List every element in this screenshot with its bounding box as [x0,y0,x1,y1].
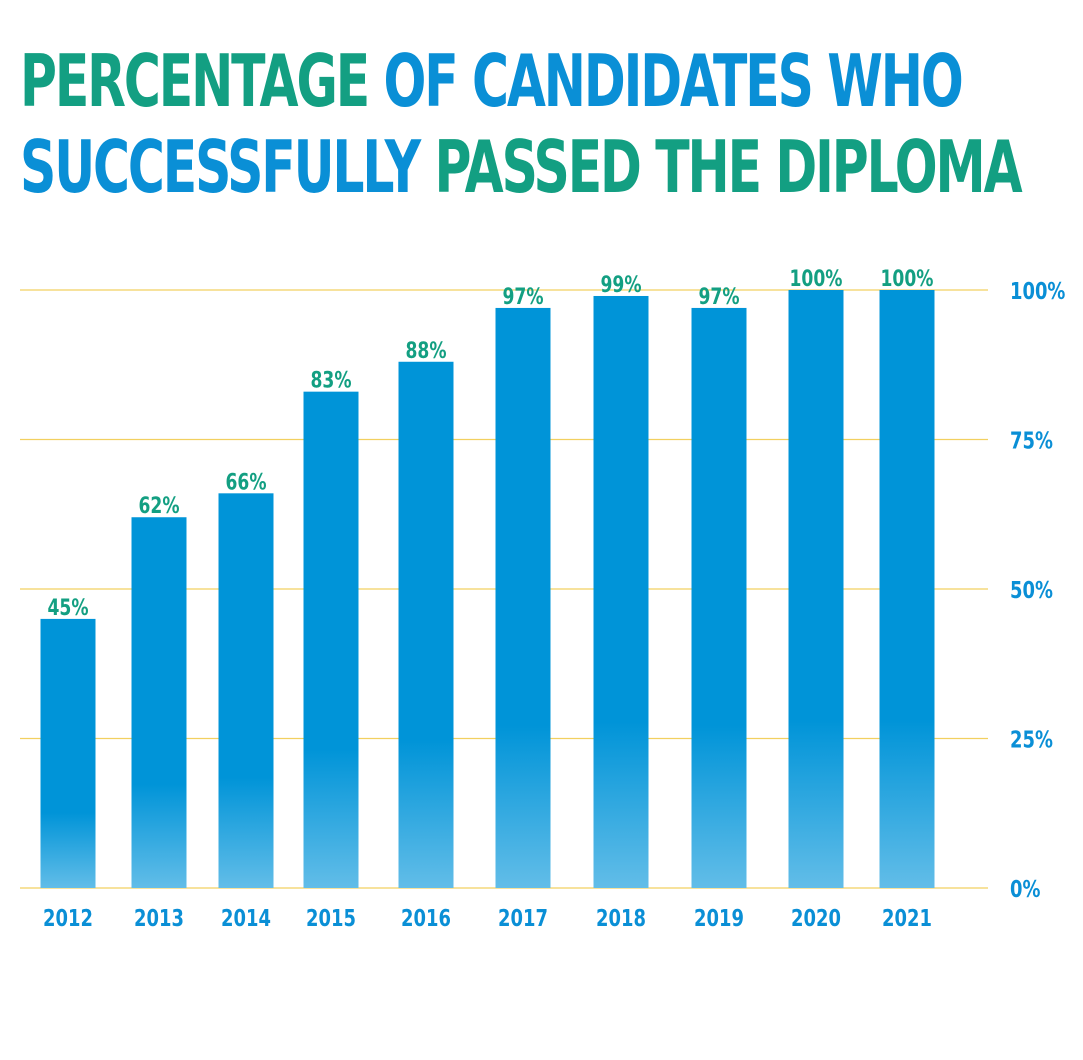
bar-2020 [788,290,844,888]
title-words-of-candidates-who: OF CANDIDATES WHO [383,39,963,123]
data-label-2013: 62% [138,493,179,519]
x-tick-label-2016: 2016 [401,905,451,932]
title-line-2: SUCCESSFULLY PASSED THE DIPLOMA [20,124,1023,210]
y-tick-label-50: 50% [1010,577,1053,604]
bar-2017 [495,307,551,888]
title-word-percentage: PERCENTAGE [20,39,370,123]
x-tick-label-2012: 2012 [43,905,93,932]
bar-2013 [131,517,187,888]
x-tick-label-2018: 2018 [596,905,646,932]
bar-2015 [303,391,359,888]
data-label-2016: 88% [405,338,446,364]
title-word-successfully: SUCCESSFULLY [20,125,421,209]
data-label-2015: 83% [310,368,351,394]
bar-2014 [218,493,274,888]
x-tick-label-2021: 2021 [882,905,932,932]
title-words-passed-the-diploma: PASSED THE DIPLOMA [434,125,1022,209]
y-tick-label-100: 100% [1010,278,1065,305]
y-axis: 0% 25% 50% 75% 100% [1010,278,1065,903]
data-label-2021: 100% [881,266,934,292]
y-tick-label-75: 75% [1010,427,1053,454]
data-label-2020: 100% [790,266,843,292]
data-label-2014: 66% [225,469,266,495]
data-label-2012: 45% [47,595,88,621]
x-tick-label-2014: 2014 [221,905,271,932]
x-tick-label-2019: 2019 [694,905,744,932]
chart-title: PERCENTAGE OF CANDIDATES WHO SUCCESSFULL… [20,38,1023,210]
y-tick-label-0: 0% [1010,876,1040,903]
x-tick-label-2017: 2017 [498,905,548,932]
data-label-2019: 97% [698,284,739,310]
bar-2019 [691,307,747,888]
x-tick-label-2015: 2015 [306,905,356,932]
data-label-2018: 99% [600,272,641,298]
data-label-2017: 97% [502,284,543,310]
x-tick-label-2013: 2013 [134,905,184,932]
data-labels: 45% 62% 66% 83% 88% 97% 99% 97% 100% 100% [47,266,933,621]
bar-2021 [879,290,935,888]
bar-2016 [398,361,454,888]
x-tick-label-2020: 2020 [791,905,841,932]
y-tick-label-25: 25% [1010,726,1053,753]
bar-2018 [593,295,649,889]
bars [40,290,935,889]
title-line-1: PERCENTAGE OF CANDIDATES WHO [20,38,1021,124]
bar-2012 [40,618,96,888]
x-axis: 2012 2013 2014 2015 2016 2017 2018 2019 2020 2021 [43,905,932,932]
